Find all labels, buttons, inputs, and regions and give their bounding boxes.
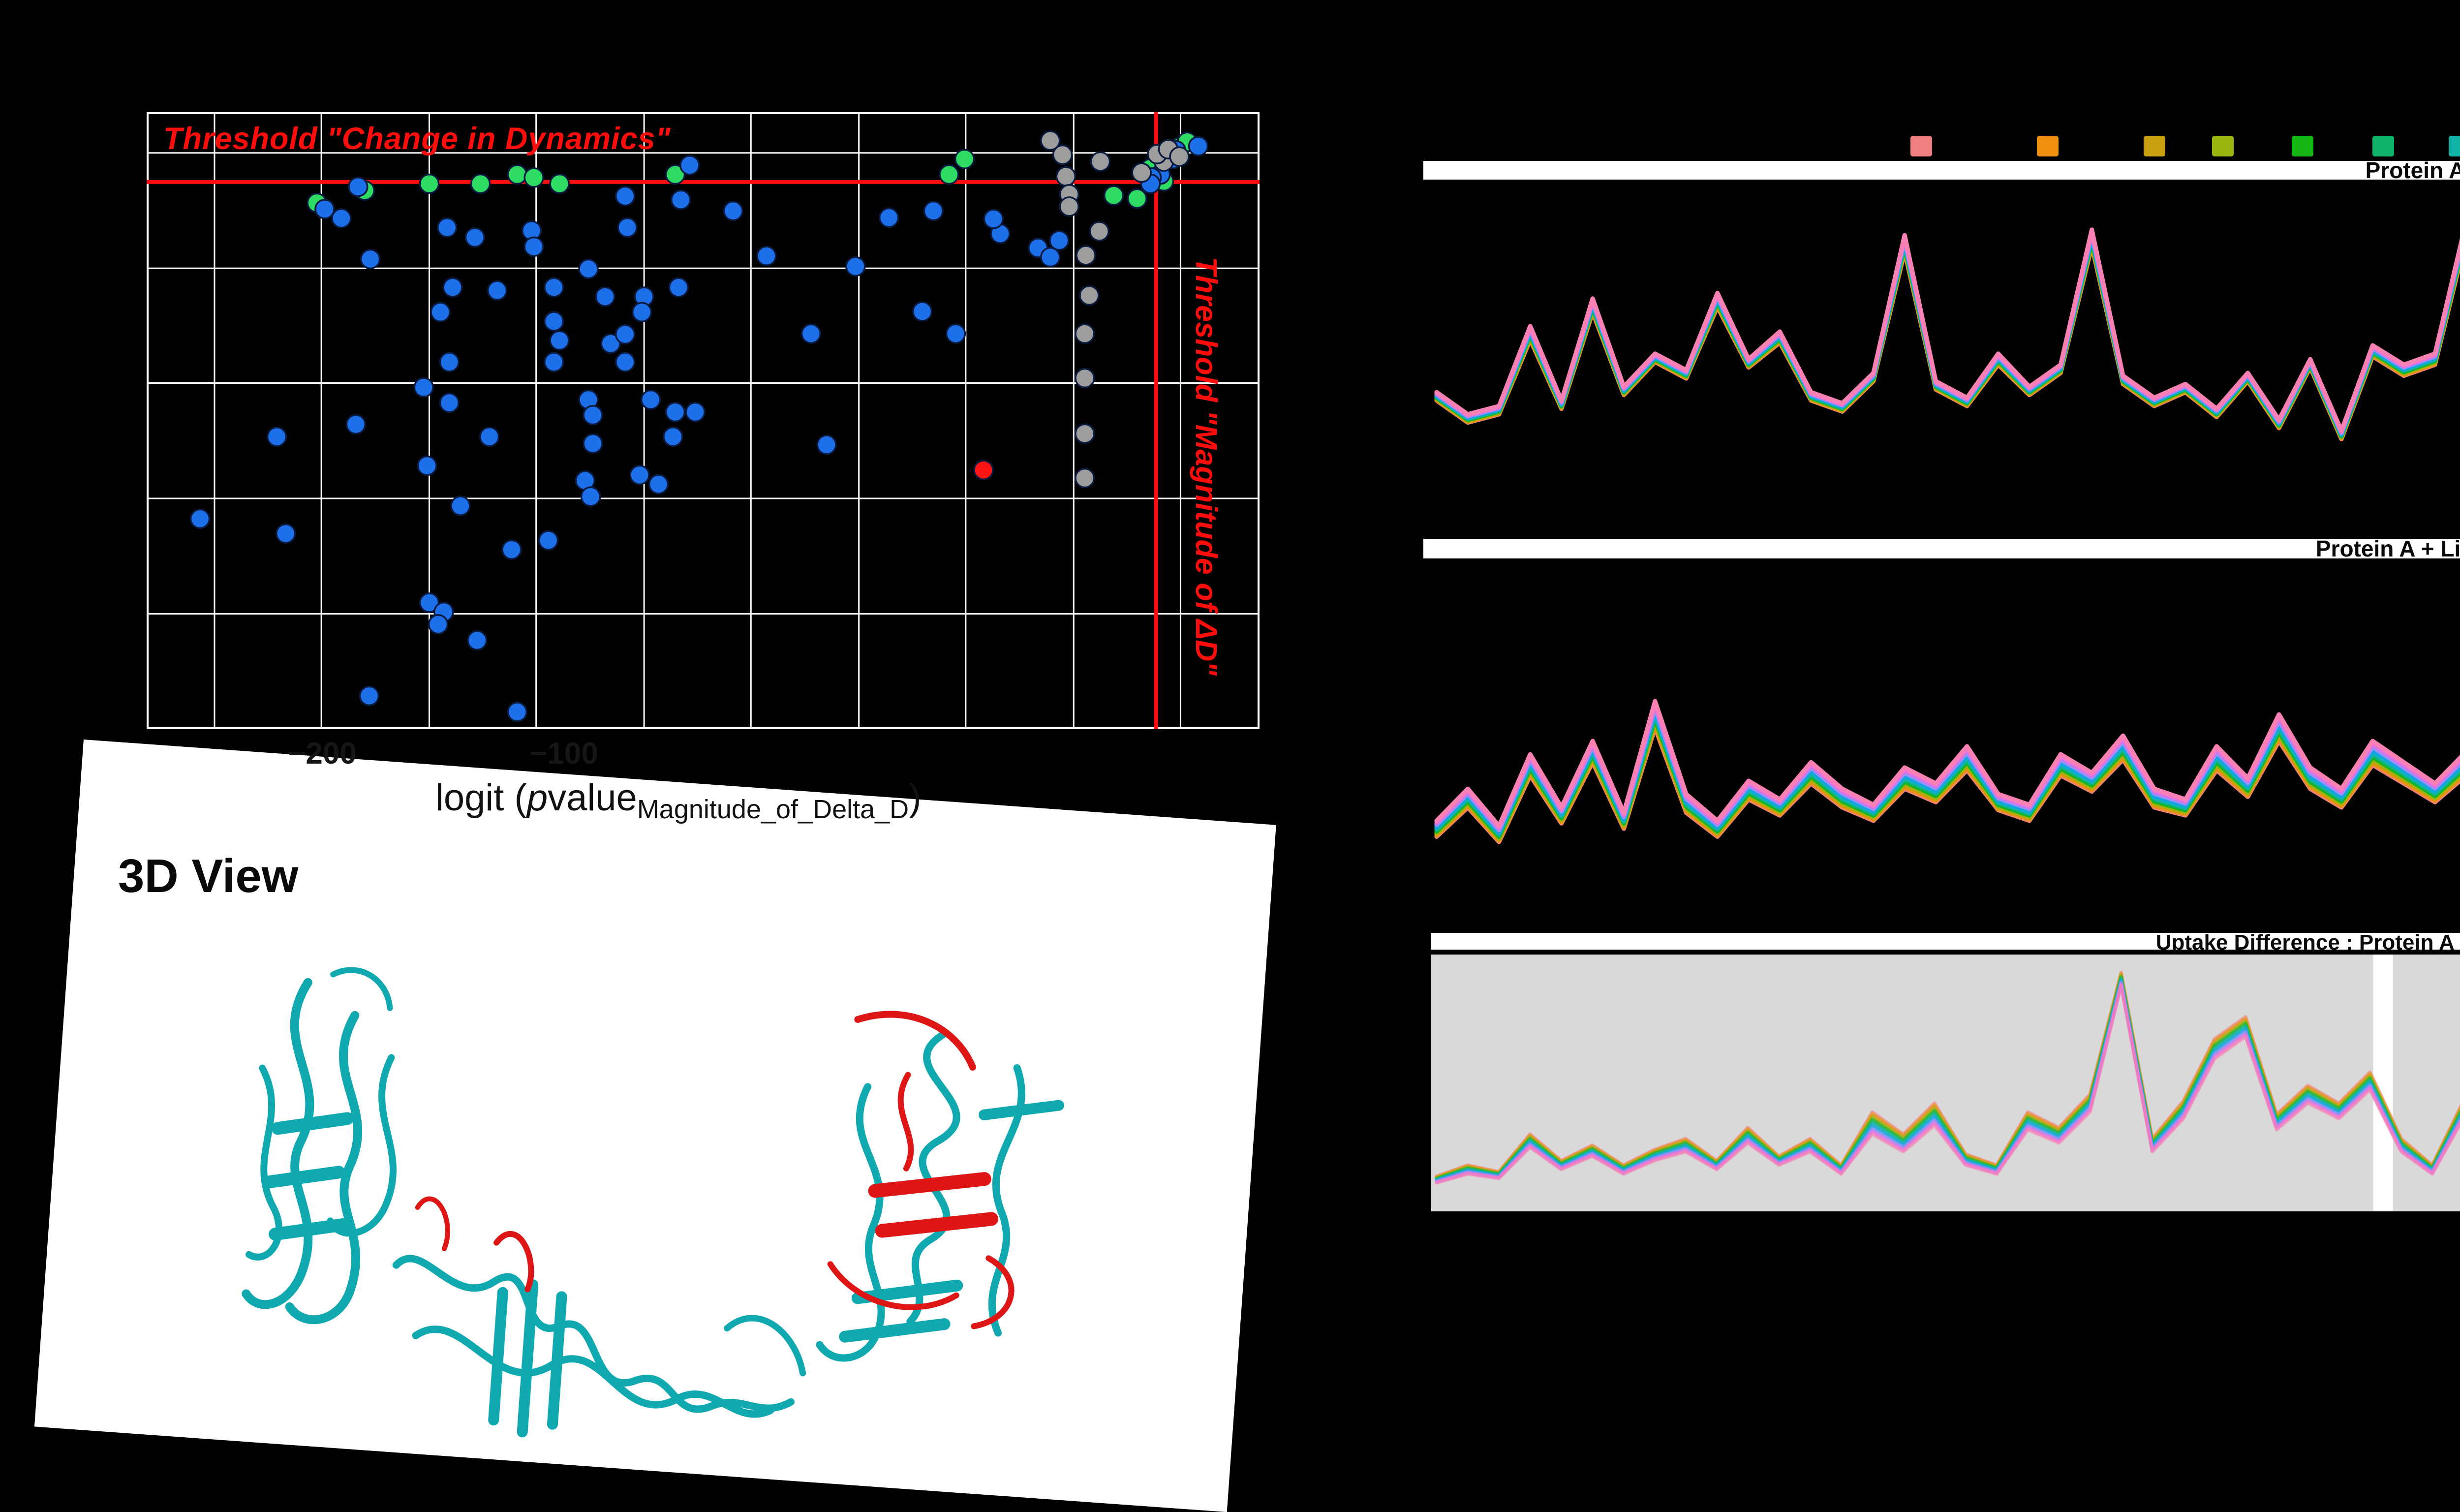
timepoint-legend	[1796, 136, 2460, 159]
uptake-chart-protein-a	[1434, 227, 2460, 441]
uptake-chart-protein-a-ligand	[1434, 699, 2460, 844]
threshold-change-in-dynamics-label: Threshold "Change in Dynamics"	[163, 122, 671, 156]
legend-swatch-timepoint-3[interactable]	[2144, 136, 2165, 156]
legend-swatch-timepoint-4[interactable]	[2212, 136, 2234, 156]
legend-swatch-timepoint-2[interactable]	[2037, 136, 2059, 156]
chart-title-protein-a-ligand: Protein A + Ligand	[1423, 537, 2460, 560]
volcano-xtick--100: −100	[529, 737, 598, 771]
3d-view-title: 3D View	[118, 850, 299, 902]
volcano-xaxis-label: logit (pvalueMagnitude_of_Delta_D)	[435, 777, 922, 825]
legend-swatch-timepoint-7[interactable]	[2449, 136, 2460, 156]
chart-title-uptake-difference: Uptake Difference : Protein A - (Protein…	[1429, 931, 2460, 954]
volcano-xtick--200: −200	[288, 737, 357, 771]
legend-swatch-timepoint-5[interactable]	[2292, 136, 2313, 156]
uptake-difference-chart	[1429, 953, 2460, 1213]
threshold-magnitude-label: Threshold "Magnitude of ΔD"	[1190, 257, 1223, 676]
legend-swatch-timepoint-1[interactable]	[1910, 136, 1932, 156]
chart-title-protein-a: Protein A	[1423, 159, 2460, 182]
legend-swatch-timepoint-6[interactable]	[2372, 136, 2394, 156]
protein-ribbon[interactable]	[178, 946, 1144, 1494]
app-canvas: { "legend": { "colors": ["#F08080","#F09…	[34, 112, 2460, 1512]
volcano-plot-canvas	[147, 112, 1260, 729]
